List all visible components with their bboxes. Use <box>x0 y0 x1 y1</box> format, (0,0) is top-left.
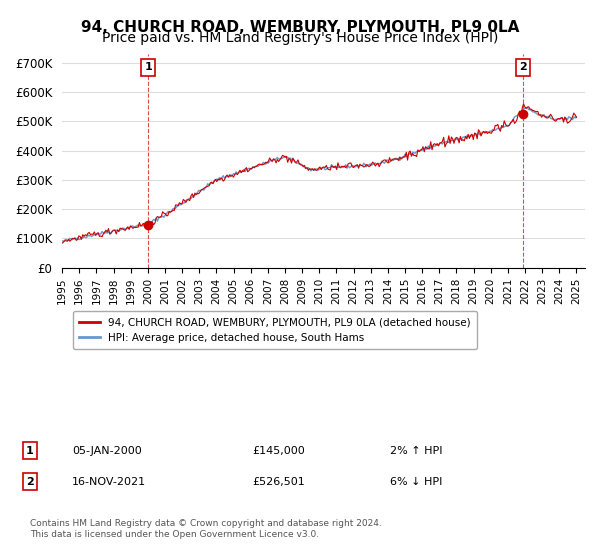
Text: 1: 1 <box>26 446 34 456</box>
Text: 94, CHURCH ROAD, WEMBURY, PLYMOUTH, PL9 0LA: 94, CHURCH ROAD, WEMBURY, PLYMOUTH, PL9 … <box>81 20 519 35</box>
Text: Price paid vs. HM Land Registry's House Price Index (HPI): Price paid vs. HM Land Registry's House … <box>102 31 498 45</box>
Text: 2% ↑ HPI: 2% ↑ HPI <box>390 446 443 456</box>
Text: £526,501: £526,501 <box>252 477 305 487</box>
Text: 6% ↓ HPI: 6% ↓ HPI <box>390 477 442 487</box>
Text: 2: 2 <box>519 62 527 72</box>
Text: 1: 1 <box>144 62 152 72</box>
Legend: 94, CHURCH ROAD, WEMBURY, PLYMOUTH, PL9 0LA (detached house), HPI: Average price: 94, CHURCH ROAD, WEMBURY, PLYMOUTH, PL9 … <box>73 311 477 349</box>
Text: Contains HM Land Registry data © Crown copyright and database right 2024.
This d: Contains HM Land Registry data © Crown c… <box>30 520 382 539</box>
Text: 05-JAN-2000: 05-JAN-2000 <box>72 446 142 456</box>
Text: 16-NOV-2021: 16-NOV-2021 <box>72 477 146 487</box>
Text: £145,000: £145,000 <box>252 446 305 456</box>
Text: 2: 2 <box>26 477 34 487</box>
